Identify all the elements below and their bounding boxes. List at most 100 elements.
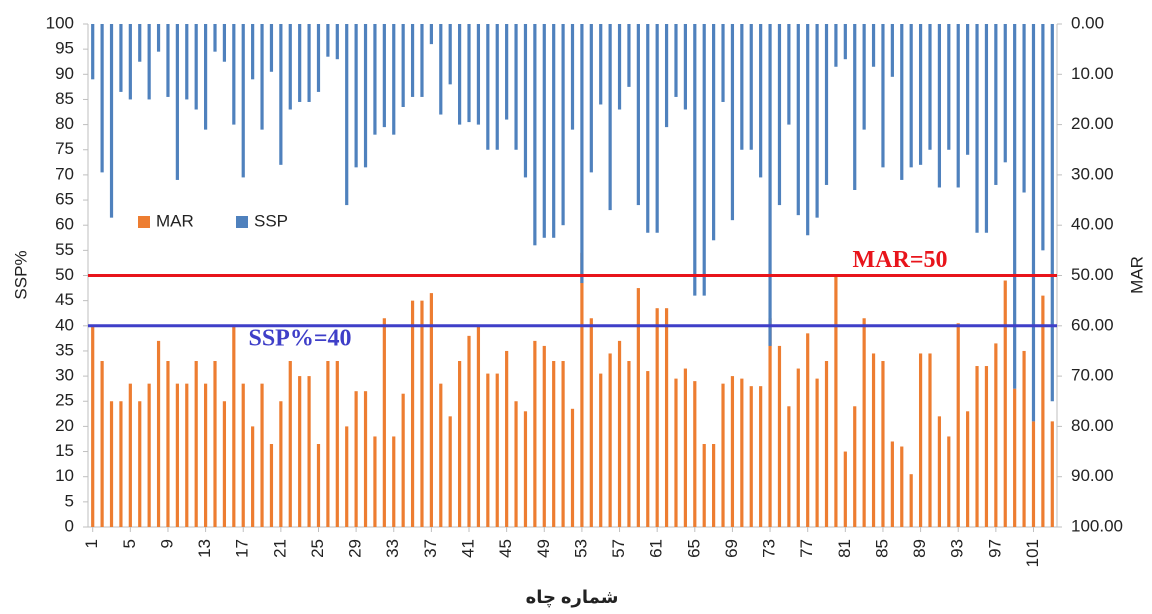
bar (100, 24, 104, 173)
x-tick-label: 73 (760, 539, 779, 558)
x-tick-label: 25 (308, 539, 327, 558)
y2-tick-label: 60.00 (1071, 315, 1114, 334)
bar (1003, 24, 1007, 163)
bar (956, 323, 960, 527)
bar (646, 371, 650, 527)
bar (91, 24, 95, 80)
bar (730, 24, 735, 221)
bar (787, 24, 791, 125)
bar (862, 24, 866, 130)
bar (458, 361, 462, 527)
bar (712, 24, 716, 241)
bar (599, 24, 603, 105)
y-tick-label: 45 (55, 290, 74, 309)
x-tick-label: 1 (82, 539, 101, 548)
bar (345, 426, 349, 527)
legend-swatch (236, 216, 248, 228)
bar (448, 416, 452, 527)
bar (580, 24, 584, 284)
bar (664, 24, 669, 128)
bar (373, 24, 377, 135)
y-tick-label: 40 (55, 315, 74, 334)
legend-label: SSP (254, 211, 288, 230)
y2-tick-label: 80.00 (1071, 416, 1114, 435)
bar (279, 401, 283, 527)
bar (853, 406, 857, 527)
x-tick-label: 61 (647, 539, 666, 558)
y-tick-label: 0 (65, 516, 74, 535)
x-tick-label: 21 (270, 539, 289, 558)
bar (335, 24, 339, 60)
bar (542, 24, 546, 238)
y-tick-label: 50 (55, 265, 74, 284)
x-tick-label: 93 (948, 539, 967, 558)
bar (721, 24, 725, 102)
bar (636, 288, 640, 527)
x-tick-label: 41 (458, 539, 477, 558)
bar (928, 24, 932, 150)
bar (749, 24, 753, 150)
bar (627, 24, 631, 87)
y2-tick-label: 100.00 (1071, 516, 1123, 535)
bar (269, 444, 274, 527)
x-tick-label: 89 (910, 539, 929, 558)
bar (392, 24, 396, 135)
bar (514, 24, 518, 150)
bar (420, 300, 424, 527)
bar (1003, 280, 1007, 527)
bar (1031, 421, 1036, 527)
bar (871, 24, 876, 67)
bar (768, 24, 772, 346)
bar (984, 366, 989, 527)
y2-tick-label: 50.00 (1071, 265, 1114, 284)
bar (505, 24, 509, 120)
bar (994, 24, 998, 185)
bar (401, 24, 405, 107)
bar (185, 383, 189, 527)
bar (561, 24, 565, 226)
bar (429, 24, 433, 45)
bar (523, 411, 528, 527)
bar (759, 24, 763, 178)
bar (251, 24, 255, 80)
bar (298, 24, 302, 102)
bar (881, 361, 885, 527)
bar (109, 24, 114, 218)
bar (796, 24, 800, 216)
bar (175, 383, 179, 527)
x-tick-label: 17 (233, 539, 252, 558)
bar (956, 24, 960, 188)
bar (768, 318, 772, 527)
x-tick-label: 45 (496, 539, 515, 558)
bar (100, 361, 104, 527)
bar (834, 24, 838, 67)
bar (806, 24, 810, 236)
bar (363, 24, 368, 168)
bar (486, 373, 490, 527)
x-axis-title: شماره چاه (526, 587, 619, 608)
reference-label: MAR=50 (853, 247, 948, 273)
bar (147, 383, 151, 527)
y-tick-label: 15 (55, 441, 74, 460)
bar (495, 24, 499, 150)
bar (410, 24, 415, 97)
bar (401, 393, 405, 527)
bar (222, 401, 227, 527)
bar (175, 24, 179, 180)
bar (900, 24, 904, 180)
legend-label: MAR (156, 211, 194, 230)
bar (580, 252, 584, 528)
bar (1041, 295, 1045, 527)
bar (824, 361, 829, 527)
y-tick-label: 65 (55, 190, 74, 209)
bar (918, 24, 923, 165)
bar (966, 411, 970, 527)
bar (796, 368, 800, 527)
bar (928, 353, 932, 527)
bar (552, 24, 556, 238)
bar (203, 24, 208, 130)
bar (316, 24, 321, 92)
bar (947, 24, 951, 150)
bar (1050, 421, 1054, 527)
bar (1050, 24, 1054, 402)
